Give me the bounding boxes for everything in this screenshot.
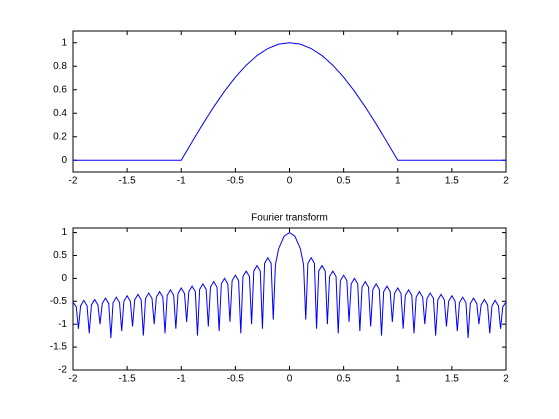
x-tick-label: -1 <box>177 176 186 187</box>
x-tick-label: -0.5 <box>227 374 245 385</box>
y-tick-label: 1 <box>61 37 67 48</box>
y-tick-label: 0.4 <box>53 108 67 119</box>
y-tick-label: 1 <box>61 227 67 238</box>
y-tick-label: -2 <box>58 365 67 376</box>
x-tick-label: -0.5 <box>227 176 245 187</box>
axes-box <box>72 227 507 371</box>
data-line <box>73 42 506 161</box>
x-tick-label: 2 <box>503 176 509 187</box>
y-tick-label: 0.6 <box>53 84 67 95</box>
chart-title: Fourier transform <box>251 213 328 224</box>
y-tick-label: 0 <box>61 273 67 284</box>
x-tick-label: -1.5 <box>119 176 137 187</box>
x-tick-label: 0 <box>287 374 293 385</box>
x-tick-label: 1 <box>395 176 401 187</box>
y-tick-label: 0.8 <box>53 61 67 72</box>
x-tick-label: 2 <box>503 374 509 385</box>
x-tick-label: 0 <box>287 176 293 187</box>
x-tick-label: 0.5 <box>337 176 351 187</box>
x-tick-label: -2 <box>69 374 78 385</box>
x-tick-label: 1 <box>395 374 401 385</box>
y-tick-label: -1.5 <box>50 342 68 353</box>
x-tick-label: 1.5 <box>445 176 459 187</box>
x-tick-label: -1.5 <box>119 374 137 385</box>
x-tick-label: -1 <box>177 374 186 385</box>
axes-box <box>72 30 507 173</box>
y-tick-label: 0.2 <box>53 131 67 142</box>
x-tick-label: 1.5 <box>445 374 459 385</box>
y-tick-label: 0 <box>61 155 67 166</box>
y-tick-label: 0.5 <box>53 250 67 261</box>
x-tick-label: 0.5 <box>337 374 351 385</box>
data-line <box>72 231 507 338</box>
x-tick-label: -2 <box>69 176 78 187</box>
y-tick-label: -1 <box>58 319 67 330</box>
y-tick-label: -0.5 <box>50 296 68 307</box>
